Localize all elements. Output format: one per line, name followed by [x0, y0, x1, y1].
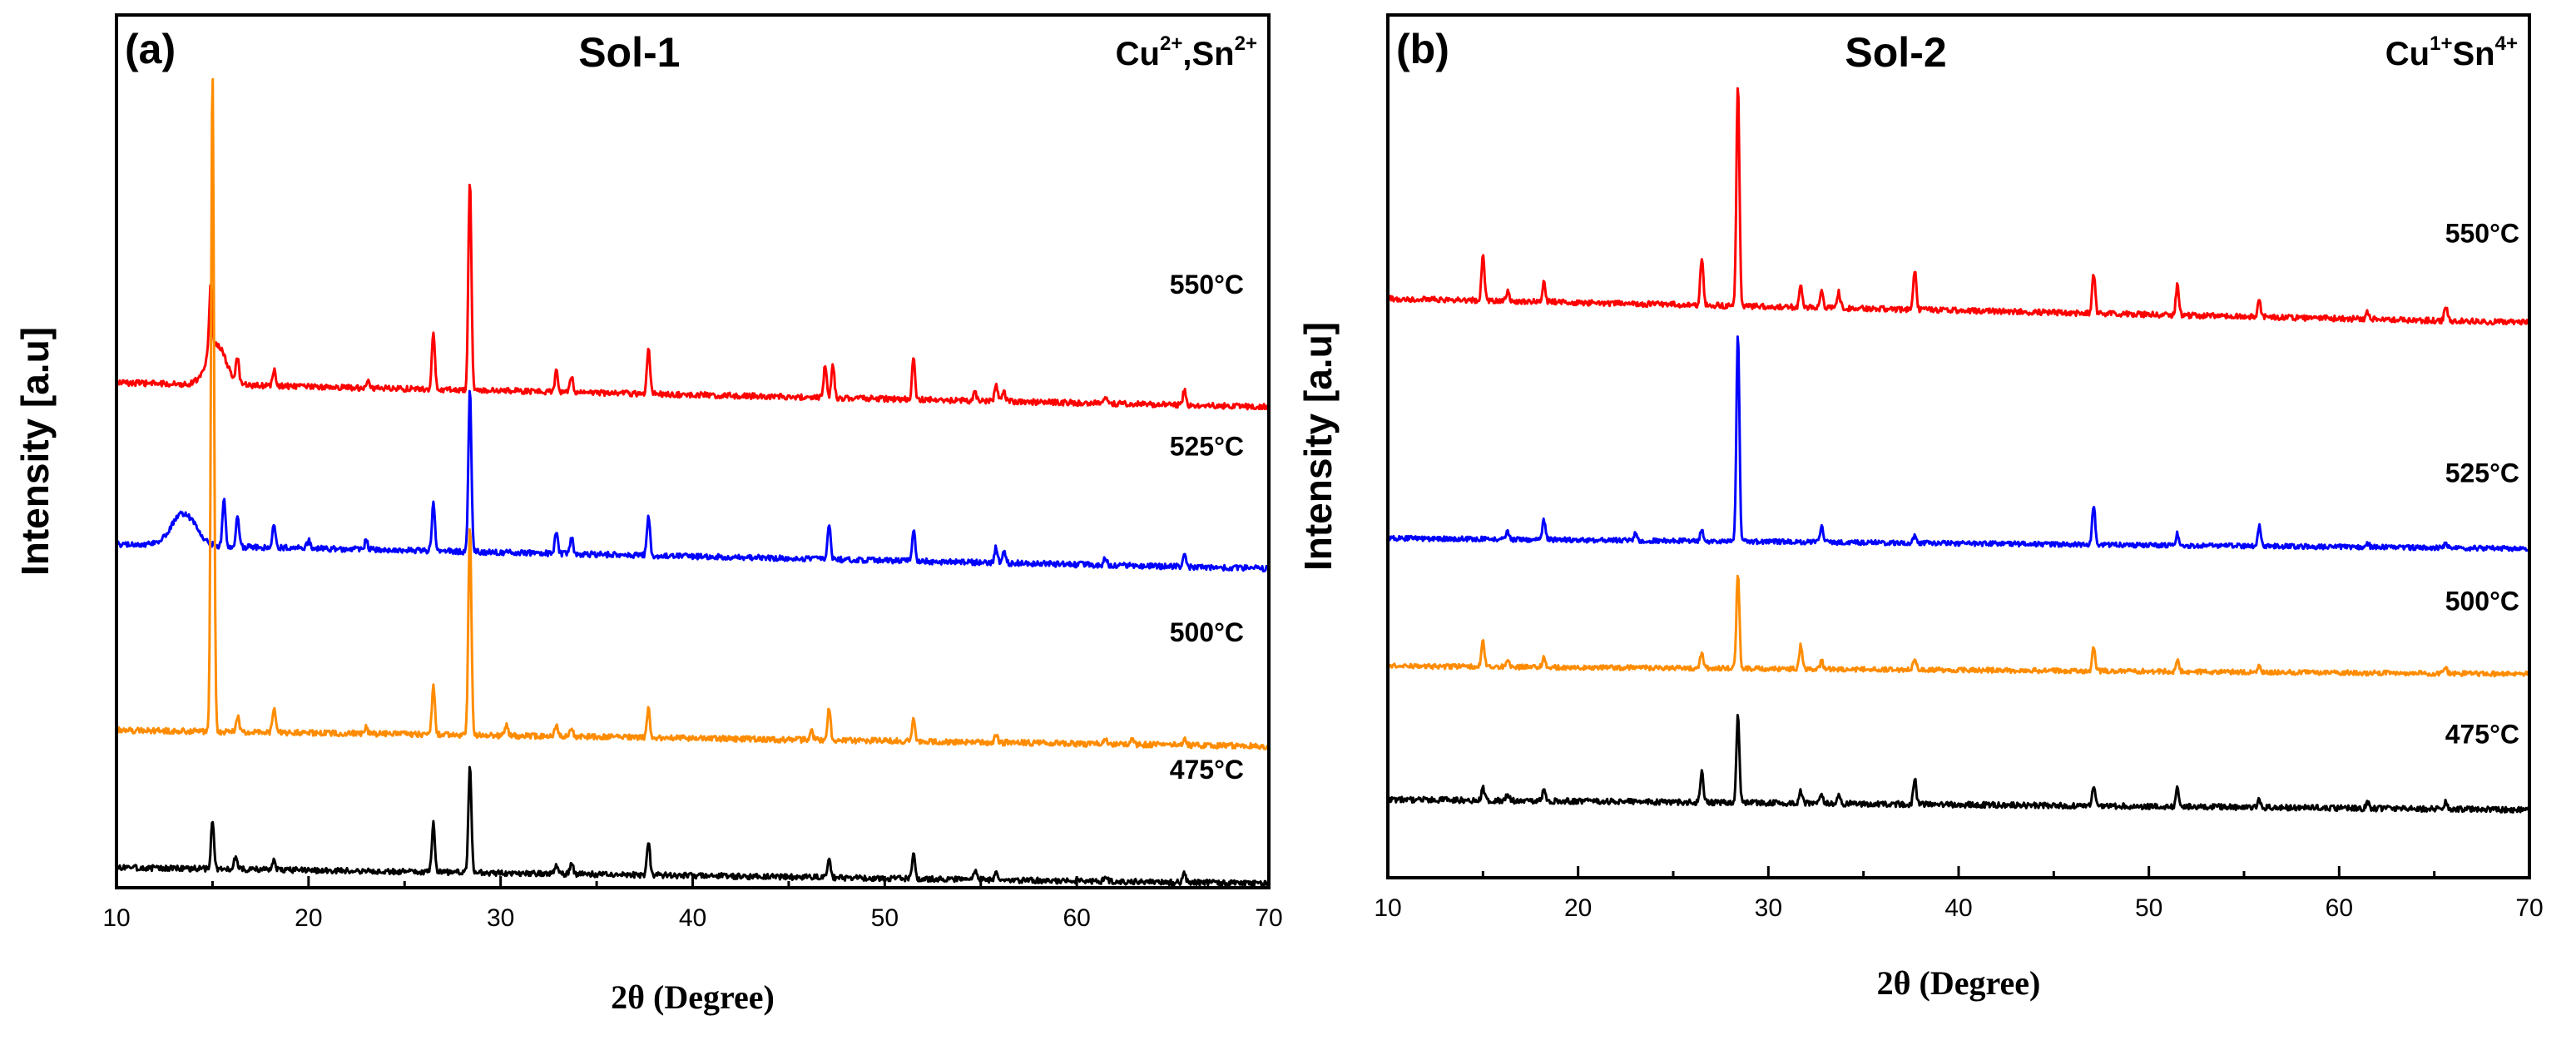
x-tick-label: 70 [2515, 894, 2543, 922]
plot-frame [1386, 13, 2531, 879]
panel-a: 550°C 525°C 500°C 475°C 10 20 30 40 50 60 70 (a) Sol… [13, 13, 1283, 1016]
x-tick-label: 60 [2326, 894, 2353, 922]
series-line-550c [115, 183, 1271, 411]
x-tick-label: 10 [102, 904, 130, 932]
x-tick-label: 70 [1255, 904, 1282, 932]
x-tick-label: 60 [1063, 904, 1090, 932]
plot-frame [115, 13, 1271, 889]
series-label: 475°C [1170, 755, 1244, 785]
series-line-500c [1386, 574, 2531, 678]
series-label: 475°C [2445, 720, 2519, 750]
x-tick-label: 20 [1564, 894, 1592, 922]
panel-label: (a) [125, 26, 176, 72]
series-line-525c [1387, 335, 2530, 552]
x-tick-label: 40 [1944, 894, 1972, 922]
x-tick-label: 50 [2135, 894, 2162, 922]
x-axis-label: 2θ (Degree) [611, 978, 775, 1016]
series-label: 525°C [2445, 458, 2519, 488]
x-tick-label: 50 [871, 904, 899, 932]
y-axis-label: Intensity [a.u] [13, 327, 57, 576]
chart-title: Sol-2 [1845, 29, 1946, 76]
series-line-475c [115, 765, 1270, 888]
panel-label: (b) [1396, 26, 1449, 72]
series-label: 525°C [1170, 431, 1244, 461]
series-line-550c [1386, 87, 2530, 326]
series-line-500c [115, 77, 1270, 750]
x-tick-label: 30 [487, 904, 514, 932]
series-label: 500°C [2445, 586, 2519, 616]
ion-annotation: Cu2+,Sn2+ [1116, 32, 1257, 72]
x-axis-label: 2θ (Degree) [1877, 964, 2041, 1002]
series-label: 550°C [2445, 219, 2519, 249]
series-label: 500°C [1170, 617, 1244, 647]
y-axis-label: Intensity [a.u] [1296, 322, 1340, 571]
x-tick-label: 30 [1755, 894, 1782, 922]
x-tick-label: 10 [1374, 894, 1401, 922]
chart-title: Sol-1 [578, 29, 680, 76]
series-line-475c [1386, 714, 2531, 814]
series-label: 550°C [1170, 270, 1244, 300]
x-tick-label: 20 [295, 904, 322, 932]
x-tick-label: 40 [679, 904, 706, 932]
series-line-525c [115, 389, 1271, 572]
panel-b: 550°C 525°C 500°C 475°C 10 20 30 40 50 60 70 (b) Sol… [1296, 13, 2544, 1002]
ion-annotation: Cu1+Sn4+ [2385, 32, 2518, 72]
